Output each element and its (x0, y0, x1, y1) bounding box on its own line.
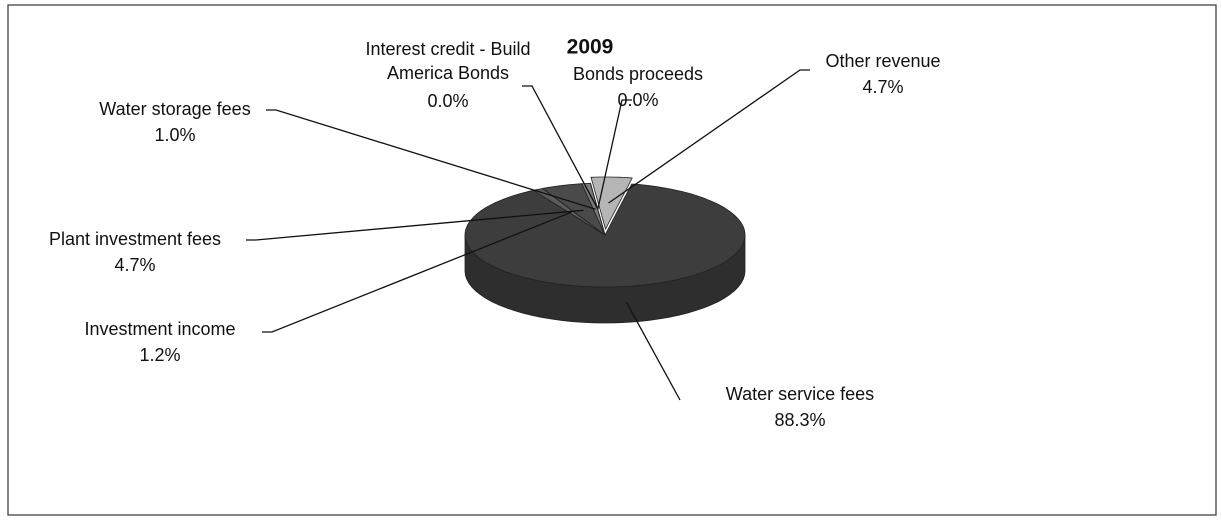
slice-value-label: 4.7% (114, 255, 155, 275)
pie-slice (541, 183, 607, 237)
slice-value-label: 1.0% (154, 125, 195, 145)
pie-slice (464, 183, 746, 288)
chart-frame (7, 4, 1217, 516)
leader-line (262, 211, 572, 333)
slice-label: Investment income (84, 319, 235, 339)
slice-label: Other revenue (825, 51, 940, 71)
slice-value-label: 1.2% (139, 345, 180, 365)
slice-value-label: 0.0% (617, 90, 658, 110)
pie-slice (590, 183, 606, 236)
slice-value-label: 0.0% (427, 91, 468, 111)
slice-label: Water service fees (726, 384, 874, 404)
pie-slice (590, 176, 633, 231)
slice-value-label: 88.3% (774, 410, 825, 430)
slice-label: Water storage fees (99, 99, 250, 119)
slice-label: Plant investment fees (49, 229, 221, 249)
leader-line (246, 209, 584, 241)
leader-line (522, 85, 599, 210)
chart-title: 2009 (567, 36, 614, 59)
slice-value-label: 4.7% (862, 77, 903, 97)
leader-line (626, 302, 681, 401)
slice-label: Bonds proceeds (573, 64, 703, 84)
slice-label: Interest credit - Build America Bonds (365, 39, 530, 83)
leader-line (608, 69, 810, 204)
leader-line (266, 109, 596, 210)
leader-line (597, 99, 632, 210)
